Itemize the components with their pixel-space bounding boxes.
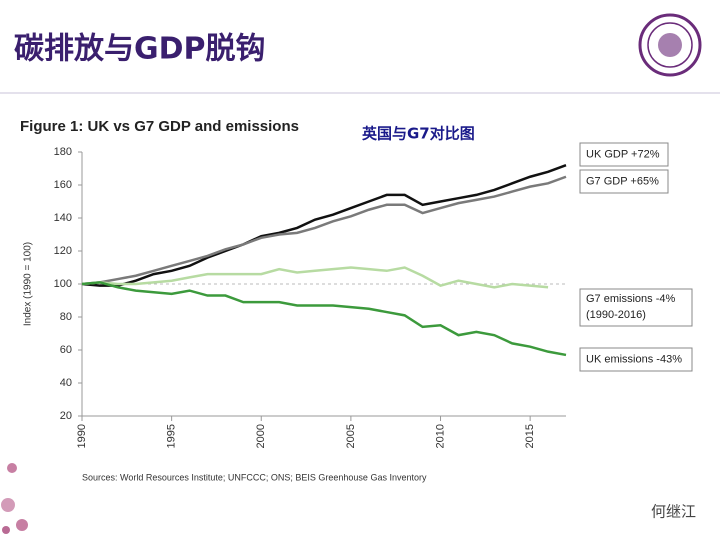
- y-tick-label: 100: [54, 278, 72, 290]
- x-tick-label: 2000: [255, 424, 267, 448]
- legend-label: UK emissions -43%: [586, 353, 682, 365]
- y-tick-label: 160: [54, 179, 72, 191]
- logo: [638, 13, 702, 77]
- slide-title: 碳排放与GDP脱钩: [14, 32, 266, 67]
- legend-box: [579, 288, 693, 327]
- legend-box: [579, 142, 669, 167]
- x-tick-label: 2005: [345, 424, 357, 448]
- legend-label: G7 GDP +65%: [586, 175, 659, 187]
- watermark: 何继江: [651, 503, 696, 521]
- annotation: 英国与G7对比图: [362, 125, 475, 143]
- y-tick-label: 40: [60, 377, 72, 389]
- y-tick-label: 80: [60, 311, 72, 323]
- legend-label: UK GDP +72%: [586, 148, 660, 160]
- y-tick-label: 140: [54, 212, 72, 224]
- series-line: [81, 266, 549, 289]
- y-tick-label: 60: [60, 344, 72, 356]
- series-line: [81, 164, 567, 287]
- legend-box: [579, 347, 693, 372]
- legend-label: (1990-2016): [586, 309, 646, 321]
- x-tick-label: 1990: [76, 424, 88, 448]
- y-tick-label: 20: [60, 410, 72, 422]
- legend-box: [579, 169, 669, 194]
- flower-decoration: [1, 463, 28, 534]
- x-tick-label: 2010: [434, 424, 446, 448]
- legend-label: G7 emissions -4%: [586, 293, 675, 305]
- chart-title: Figure 1: UK vs G7 GDP and emissions: [20, 118, 299, 135]
- x-tick-label: 1995: [166, 424, 178, 448]
- series-line: [81, 175, 567, 286]
- y-tick-label: 120: [54, 245, 72, 257]
- y-axis-label: Index (1990 = 100): [23, 242, 34, 326]
- y-tick-label: 180: [54, 146, 72, 158]
- series-line: [81, 281, 567, 357]
- source: Sources: World Resources Institute; UNFC…: [82, 472, 427, 482]
- x-tick-label: 2015: [524, 424, 536, 448]
